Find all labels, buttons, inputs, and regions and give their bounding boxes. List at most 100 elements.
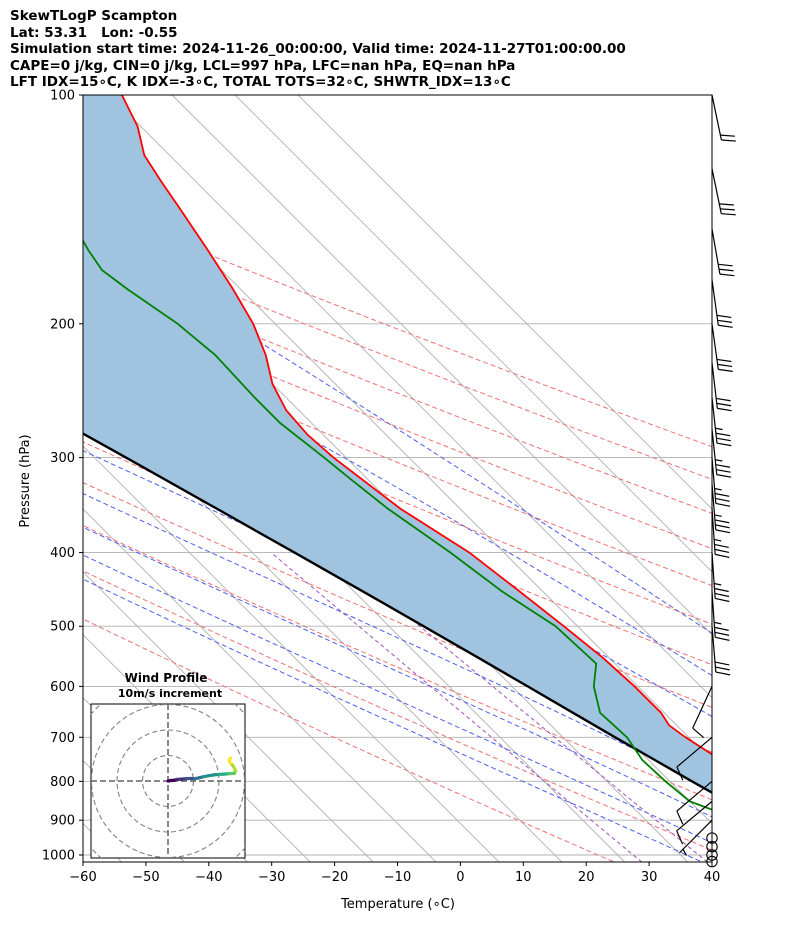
barb-feather bbox=[714, 519, 730, 524]
wind-barb bbox=[676, 736, 713, 781]
barb-feather bbox=[718, 368, 733, 372]
wind-barb bbox=[676, 780, 713, 825]
wind-barbs bbox=[676, 94, 736, 868]
wind-barb bbox=[711, 228, 735, 277]
barb-feather bbox=[721, 139, 736, 142]
isotherm bbox=[234, 95, 712, 573]
y-tick-label: 600 bbox=[50, 680, 75, 695]
wind-barb bbox=[711, 397, 732, 447]
calm-wind-circle bbox=[706, 832, 718, 844]
calm-wind-circle bbox=[706, 855, 718, 868]
barb-feather bbox=[714, 492, 730, 497]
wind-barb bbox=[711, 323, 733, 372]
y-tick-label: 1000 bbox=[42, 849, 75, 864]
barb-feather bbox=[715, 597, 730, 603]
cin-shading bbox=[83, 95, 712, 793]
isotherm bbox=[83, 508, 437, 862]
barb-feather bbox=[716, 397, 731, 402]
x-tick-label: −50 bbox=[132, 870, 159, 885]
parcel-trace bbox=[83, 432, 712, 794]
x-tick-label: 0 bbox=[456, 870, 464, 885]
hodograph-segment bbox=[227, 756, 233, 762]
barb-shaft bbox=[676, 780, 713, 812]
y-tick-label: 800 bbox=[50, 775, 75, 790]
isotherm bbox=[83, 571, 374, 862]
wind-barb bbox=[711, 279, 733, 328]
wind-barb bbox=[711, 591, 730, 641]
wind-barb bbox=[706, 832, 718, 844]
dry-adiabat bbox=[83, 264, 712, 514]
barb-half-feather bbox=[714, 621, 722, 625]
barb-feather bbox=[719, 203, 734, 206]
barb-feather bbox=[715, 464, 731, 468]
dry-adiabat bbox=[83, 524, 712, 801]
barb-feather bbox=[715, 671, 731, 676]
mixing-ratio-line bbox=[330, 552, 709, 862]
barb-feather bbox=[714, 592, 730, 598]
barb-feather bbox=[676, 766, 684, 781]
barb-half-feather bbox=[713, 582, 722, 586]
barb-feather bbox=[718, 324, 733, 328]
barb-feather bbox=[714, 548, 730, 554]
x-axis-label: Temperature (∘C) bbox=[340, 897, 455, 912]
moist-adiabat bbox=[83, 526, 712, 818]
wind-barb bbox=[676, 800, 713, 845]
wind-barb bbox=[711, 428, 732, 478]
x-tick-label: 20 bbox=[578, 870, 595, 885]
barb-shaft bbox=[711, 323, 719, 370]
indices-line-1: CAPE=0 j/kg, CIN=0 j/kg, LCL=997 hPa, LF… bbox=[10, 57, 516, 74]
barb-feather bbox=[715, 524, 730, 529]
barb-shaft bbox=[711, 552, 716, 599]
y-tick-label: 500 bbox=[50, 620, 75, 635]
barb-half-feather bbox=[714, 514, 722, 517]
barb-feather bbox=[676, 830, 684, 845]
barb-feather bbox=[721, 213, 736, 216]
time-line: Simulation start time: 2024-11-26_00:00:… bbox=[10, 41, 626, 57]
barb-feather bbox=[716, 469, 731, 473]
barb-half-feather bbox=[715, 427, 723, 431]
barb-feather bbox=[720, 208, 735, 211]
y-tick-label: 100 bbox=[50, 89, 75, 104]
barb-shaft bbox=[711, 483, 717, 530]
plot-area bbox=[0, 95, 712, 871]
barb-feather bbox=[715, 529, 731, 534]
barb-shaft bbox=[711, 397, 718, 444]
barb-half-feather bbox=[682, 848, 688, 856]
x-tick-label: −30 bbox=[258, 870, 285, 885]
barb-feather bbox=[716, 358, 732, 363]
wind-barb bbox=[706, 849, 718, 861]
barb-feather bbox=[718, 263, 733, 267]
barb-shaft bbox=[711, 228, 721, 275]
barb-feather bbox=[718, 268, 734, 272]
x-tick-label: 10 bbox=[515, 870, 532, 885]
chart-header: SkewTLogP Scampton Lat: 53.31 Lon: -0.55… bbox=[10, 8, 626, 91]
y-tick-label: 900 bbox=[50, 814, 75, 829]
barb-shaft bbox=[711, 457, 717, 504]
barb-half-feather bbox=[713, 538, 722, 542]
barb-feather bbox=[717, 407, 732, 412]
y-tick-label: 400 bbox=[50, 546, 75, 561]
barb-shaft bbox=[711, 591, 716, 638]
y-axis-label: Pressure (hPa) bbox=[18, 434, 33, 527]
calm-wind-circle bbox=[706, 849, 718, 861]
barb-feather bbox=[716, 402, 732, 407]
dry-adiabat bbox=[83, 202, 712, 448]
dry-adiabat bbox=[83, 232, 712, 480]
barb-shaft bbox=[711, 428, 718, 475]
wind-barb bbox=[711, 457, 731, 507]
isotherm bbox=[171, 95, 712, 636]
mixing-ratio-line bbox=[270, 552, 643, 862]
barb-feather bbox=[719, 273, 735, 277]
temperature-trace bbox=[121, 95, 712, 756]
x-tick-label: 30 bbox=[641, 870, 658, 885]
y-tick-label: 700 bbox=[50, 731, 75, 746]
barb-shaft bbox=[711, 362, 718, 409]
barb-feather bbox=[716, 314, 732, 319]
isotherm bbox=[0, 95, 5, 871]
barb-feather bbox=[717, 363, 733, 368]
barb-feather bbox=[714, 626, 729, 631]
barb-feather bbox=[720, 134, 735, 137]
dry-adiabat bbox=[83, 296, 712, 550]
x-tick-label: 40 bbox=[704, 870, 721, 885]
